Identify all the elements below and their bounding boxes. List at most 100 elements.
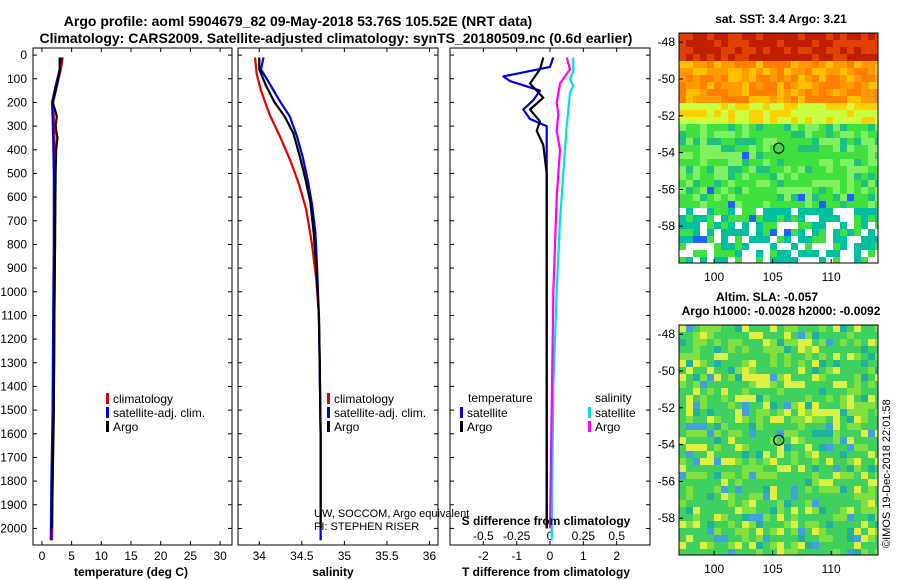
- map-cell: [749, 458, 756, 465]
- map-cell: [763, 215, 770, 222]
- map-cell: [861, 96, 868, 103]
- map-cell: [742, 250, 749, 257]
- map-cell: [700, 215, 707, 222]
- map-cell: [728, 486, 735, 493]
- map-cell: [728, 535, 735, 542]
- map-cell: [868, 180, 875, 187]
- map-cell: [868, 47, 875, 54]
- map-cell: [721, 423, 728, 430]
- lat-tick-label: -48: [658, 35, 676, 49]
- map-cell: [819, 75, 826, 82]
- map-cell: [875, 535, 878, 542]
- map-cell: [756, 395, 763, 402]
- map-cell: [735, 542, 742, 549]
- map-cell: [847, 187, 854, 194]
- map-cell: [847, 215, 854, 222]
- map-cell: [728, 257, 735, 263]
- map-cell: [791, 124, 798, 131]
- map-cell: [784, 75, 791, 82]
- map-cell: [707, 236, 714, 243]
- map-cell: [812, 339, 819, 346]
- map-cell: [721, 208, 728, 215]
- map-cell: [749, 325, 756, 332]
- map-cell: [735, 229, 742, 236]
- map-cell: [770, 388, 777, 395]
- map-cell: [763, 500, 770, 507]
- map-cell: [714, 346, 721, 353]
- map-cell: [847, 353, 854, 360]
- map-cell: [819, 222, 826, 229]
- map-cell: [721, 367, 728, 374]
- map-cell: [861, 416, 868, 423]
- map-cell: [777, 208, 784, 215]
- map-cell: [875, 381, 878, 388]
- map-cell: [833, 374, 840, 381]
- map-cell: [847, 201, 854, 208]
- map-cell: [875, 89, 878, 96]
- map-cell: [798, 423, 805, 430]
- map-cell: [819, 493, 826, 500]
- map-cell: [784, 40, 791, 47]
- map-cell: [742, 152, 749, 159]
- map-cell: [875, 353, 878, 360]
- map-cell: [819, 472, 826, 479]
- argo-location-marker: [773, 142, 785, 154]
- map-cell: [714, 388, 721, 395]
- map-cell: [679, 173, 686, 180]
- map-cell: [833, 40, 840, 47]
- map-cell: [840, 54, 847, 61]
- map-cell: [735, 472, 742, 479]
- map-cell: [756, 416, 763, 423]
- map-cell: [707, 367, 714, 374]
- map-cell: [693, 332, 700, 339]
- map-cell: [770, 451, 777, 458]
- map-cell: [791, 236, 798, 243]
- map-cell: [749, 89, 756, 96]
- map-cell: [840, 325, 847, 332]
- map-cell: [847, 257, 854, 263]
- map-cell: [770, 409, 777, 416]
- map-cell: [707, 395, 714, 402]
- map-cell: [707, 243, 714, 250]
- map-cell: [756, 465, 763, 472]
- depth-tick-label: 700: [7, 214, 27, 228]
- map-cell: [763, 250, 770, 257]
- map-cell: [742, 528, 749, 535]
- map-cell: [854, 124, 861, 131]
- map-cell: [742, 346, 749, 353]
- map-cell: [812, 472, 819, 479]
- map-cell: [777, 187, 784, 194]
- map-cell: [721, 33, 728, 40]
- map-cell: [854, 82, 861, 89]
- map-cell: [868, 75, 875, 82]
- map-cell: [805, 395, 812, 402]
- map-cell: [735, 40, 742, 47]
- map-cell: [679, 360, 686, 367]
- map-cell: [840, 465, 847, 472]
- map-cell: [693, 549, 700, 555]
- map-cell: [700, 528, 707, 535]
- map-cell: [707, 500, 714, 507]
- map-cell: [812, 222, 819, 229]
- map-cell: [798, 437, 805, 444]
- map-cell: [784, 152, 791, 159]
- map-cell: [679, 68, 686, 75]
- map-cell: [707, 250, 714, 257]
- map-cell: [770, 367, 777, 374]
- map-cell: [826, 521, 833, 528]
- map-cell: [693, 535, 700, 542]
- map-cell: [686, 388, 693, 395]
- map-cell: [875, 222, 878, 229]
- map-cell: [742, 187, 749, 194]
- legend-temperature-heading: temperature: [468, 391, 533, 405]
- map-cell: [847, 367, 854, 374]
- map-cell: [833, 542, 840, 549]
- map-cell: [826, 542, 833, 549]
- map-cell: [833, 451, 840, 458]
- map-cell: [707, 514, 714, 521]
- map-cell: [756, 40, 763, 47]
- map-cell: [728, 215, 735, 222]
- map-cell: [784, 180, 791, 187]
- map-cell: [826, 409, 833, 416]
- lat-tick-label: -50: [658, 364, 676, 378]
